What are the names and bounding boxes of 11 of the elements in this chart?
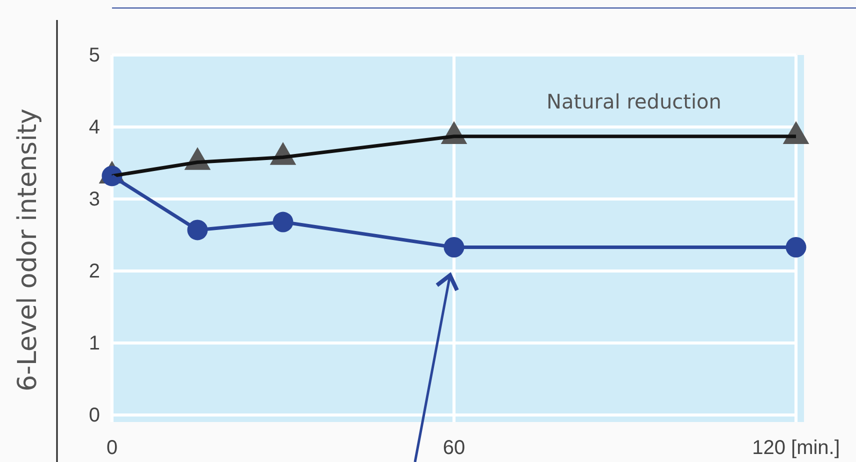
y-tick-label: 5 [88,44,100,66]
x-tick-label: 0 [106,437,118,460]
y-tick-label: 2 [88,260,100,282]
annotation: Natural reduction [546,89,722,114]
y-tick-label: 0 [88,404,100,426]
y-axis-title: 6-Level odor intensity [13,108,43,392]
x-tick-label: 120 [min.] [752,437,840,460]
y-tick-label: 1 [88,332,100,354]
x-tick-label: 60 [442,437,466,460]
y-tick-label: 3 [88,188,100,210]
y-tick-label: 4 [88,116,100,138]
